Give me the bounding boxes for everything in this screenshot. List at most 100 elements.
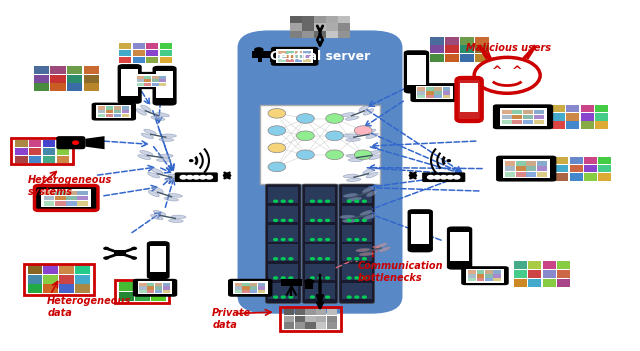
Bar (268, 206, 298, 223)
Bar (442, 95, 451, 98)
Circle shape (362, 219, 366, 221)
Circle shape (289, 219, 292, 221)
Bar (286, 55, 294, 58)
Bar (339, 24, 350, 31)
Bar (332, 116, 338, 121)
Bar (258, 283, 265, 286)
Bar (159, 79, 166, 82)
Circle shape (131, 247, 137, 250)
Bar (67, 84, 83, 91)
Ellipse shape (144, 129, 156, 134)
Text: Private
data: Private data (212, 308, 252, 330)
Circle shape (326, 239, 330, 241)
Ellipse shape (363, 129, 376, 134)
Bar (135, 282, 150, 291)
Bar (529, 270, 541, 278)
Bar (294, 59, 302, 62)
Circle shape (268, 143, 285, 153)
Bar (290, 31, 301, 38)
Bar (332, 133, 338, 138)
Bar (505, 161, 515, 166)
Bar (580, 113, 594, 121)
Bar (155, 283, 162, 286)
Bar (286, 51, 294, 54)
Bar (280, 307, 340, 331)
Bar (115, 280, 170, 303)
Ellipse shape (150, 214, 163, 220)
Circle shape (206, 176, 212, 179)
Bar (278, 59, 285, 62)
FancyBboxPatch shape (493, 104, 553, 129)
Bar (477, 270, 484, 274)
Bar (445, 37, 459, 45)
Bar (150, 246, 166, 272)
Bar (598, 173, 611, 181)
Ellipse shape (346, 154, 361, 157)
Bar (415, 86, 452, 99)
Bar (106, 114, 113, 117)
Ellipse shape (151, 168, 163, 174)
Bar (66, 196, 77, 200)
Bar (276, 49, 313, 63)
FancyBboxPatch shape (175, 172, 218, 182)
Circle shape (318, 239, 322, 241)
Bar (499, 108, 547, 126)
Circle shape (318, 200, 322, 202)
Bar (556, 157, 568, 164)
Bar (75, 275, 90, 284)
Bar (250, 290, 257, 293)
Bar (268, 225, 298, 241)
Circle shape (103, 256, 109, 260)
Bar (294, 51, 302, 54)
Bar (67, 66, 83, 74)
Circle shape (348, 239, 351, 241)
Bar (552, 113, 565, 121)
FancyBboxPatch shape (339, 184, 374, 303)
Bar (417, 95, 425, 98)
Bar (260, 105, 380, 184)
Bar (75, 265, 90, 274)
Bar (137, 82, 143, 86)
FancyBboxPatch shape (147, 241, 170, 279)
Bar (151, 282, 166, 291)
Bar (268, 264, 298, 280)
Ellipse shape (363, 214, 375, 220)
Bar (122, 114, 129, 117)
Bar (537, 161, 547, 166)
Bar (339, 31, 350, 38)
Bar (243, 283, 250, 286)
Circle shape (318, 277, 322, 279)
FancyBboxPatch shape (496, 155, 556, 181)
Bar (516, 166, 525, 171)
Text: Heterogeneous
data: Heterogeneous data (47, 296, 131, 318)
Ellipse shape (356, 249, 371, 252)
Bar (114, 106, 121, 110)
Bar (106, 106, 113, 110)
Bar (66, 201, 77, 206)
Circle shape (289, 258, 292, 260)
Ellipse shape (343, 193, 358, 197)
Bar (485, 278, 493, 282)
Ellipse shape (165, 178, 179, 181)
Bar (314, 16, 326, 23)
Ellipse shape (172, 215, 186, 218)
Bar (44, 284, 58, 293)
Bar (235, 290, 242, 293)
Bar (28, 265, 42, 274)
Circle shape (289, 200, 292, 202)
Circle shape (310, 277, 314, 279)
FancyBboxPatch shape (237, 31, 403, 314)
Bar (156, 71, 173, 98)
Ellipse shape (159, 138, 173, 141)
Bar (50, 66, 65, 74)
Circle shape (355, 296, 358, 298)
Bar (476, 37, 489, 45)
Bar (557, 261, 570, 269)
Circle shape (326, 200, 330, 202)
FancyBboxPatch shape (266, 184, 301, 303)
Bar (598, 157, 611, 164)
Bar (305, 187, 335, 203)
Bar (152, 79, 159, 82)
Circle shape (289, 296, 292, 298)
Bar (303, 51, 310, 54)
